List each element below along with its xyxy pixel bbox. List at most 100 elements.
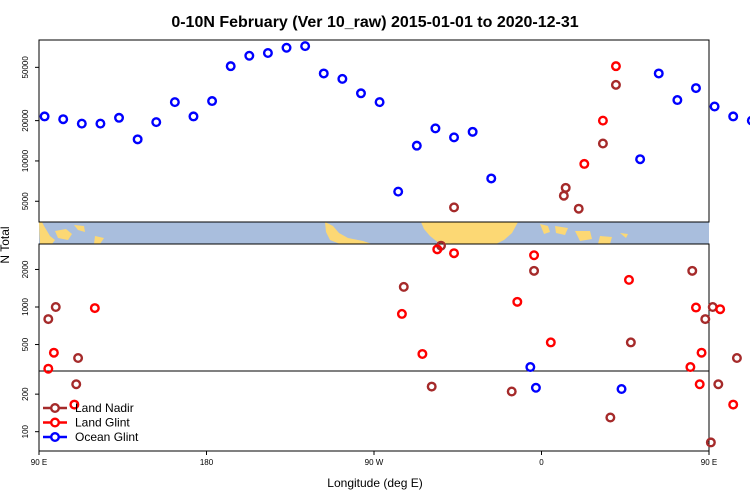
land-glint-point <box>449 248 460 259</box>
land-glint-point <box>432 244 443 255</box>
map-land <box>325 222 372 244</box>
land-glint-point <box>610 61 621 72</box>
land-nadir-point <box>597 138 608 149</box>
land-nadir-point <box>426 381 437 392</box>
map-land <box>620 233 628 238</box>
x-tick-label: 180 <box>200 458 214 467</box>
x-tick-label: 0 <box>539 458 544 467</box>
land-nadir-point <box>73 352 84 363</box>
plot-panels <box>38 39 710 452</box>
land-nadir-point <box>687 265 698 276</box>
map-strip <box>39 222 709 244</box>
land-glint-point <box>396 308 407 319</box>
legend-label-land-nadir: Land Nadir <box>75 401 134 415</box>
land-nadir-point <box>731 352 742 363</box>
ocean-glint-point <box>672 95 683 106</box>
ocean-glint-point <box>411 140 422 151</box>
land-nadir-point <box>506 386 517 397</box>
ocean-glint-point <box>467 126 478 137</box>
map-land <box>74 225 85 232</box>
land-glint-point <box>623 274 634 285</box>
land-glint-point <box>690 302 701 313</box>
land-glint-point <box>69 399 80 410</box>
legend-marker-land-nadir <box>50 403 61 414</box>
land-glint-point <box>597 115 608 126</box>
land-nadir-point <box>610 79 621 90</box>
land-nadir-point <box>449 202 460 213</box>
ocean-glint-point <box>635 154 646 165</box>
x-tick-label: 90 E <box>701 458 717 467</box>
land-nadir-point <box>573 203 584 214</box>
land-nadir-point <box>705 437 716 448</box>
ocean-glint-point <box>337 73 348 84</box>
land-glint-point <box>48 347 59 358</box>
land-glint-point <box>694 379 705 390</box>
y-tick-label: 20000 <box>21 109 30 132</box>
ocean-glint-point <box>728 111 739 122</box>
land-glint-point <box>696 347 707 358</box>
ocean-glint-point <box>151 117 162 128</box>
land-nadir-point <box>560 182 571 193</box>
ocean-glint-point <box>430 123 441 134</box>
ocean-glint-point <box>746 115 750 126</box>
ocean-glint-point <box>690 83 701 94</box>
chart-title: 0-10N February (Ver 10_raw) 2015-01-01 t… <box>171 14 578 31</box>
land-nadir-point <box>71 379 82 390</box>
map-land <box>39 222 55 244</box>
ocean-glint-point <box>525 362 536 373</box>
land-nadir-point <box>700 314 711 325</box>
ocean-glint-point <box>530 382 541 393</box>
ocean-glint-point <box>207 96 218 107</box>
ocean-glint-point <box>169 97 180 108</box>
y-axis-label: N Total <box>0 226 12 263</box>
land-nadir-point <box>605 412 616 423</box>
ocean-glint-point <box>188 111 199 122</box>
ocean-glint-point <box>374 97 385 108</box>
legend-label-ocean-glint: Ocean Glint <box>75 430 139 444</box>
land-nadir-point <box>625 337 636 348</box>
ocean-glint-point <box>709 101 720 112</box>
ocean-glint-point <box>76 118 87 129</box>
land-glint-point <box>89 303 100 314</box>
y-tick-label: 10000 <box>21 149 30 172</box>
y-tick-label: 2000 <box>21 260 30 278</box>
land-nadir-point <box>398 281 409 292</box>
land-nadir-point <box>558 190 569 201</box>
map-land <box>598 236 612 244</box>
y-tick-label: 500 <box>21 337 30 351</box>
legend-label-land-glint: Land Glint <box>75 416 130 430</box>
land-nadir-point <box>713 379 724 390</box>
land-glint-point <box>579 158 590 169</box>
y-tick-label: 1000 <box>21 298 30 316</box>
land-nadir-point <box>529 265 540 276</box>
land-glint-point <box>545 337 556 348</box>
ocean-glint-point <box>355 88 366 99</box>
ocean-glint-point <box>449 132 460 143</box>
land-nadir-point <box>50 301 61 312</box>
ocean-glint-point <box>95 118 106 129</box>
data-points <box>39 41 750 448</box>
ocean-glint-point <box>616 383 627 394</box>
x-axis-ticks: 90 E 180 90 W 0 90 E <box>31 451 717 467</box>
ocean-glint-point <box>39 111 50 122</box>
upper-panel-frame <box>38 39 710 223</box>
land-nadir-point <box>43 314 54 325</box>
x-axis-label: Longitude (deg E) <box>327 476 422 490</box>
ocean-glint-point <box>393 186 404 197</box>
land-glint-point <box>715 304 726 315</box>
y-tick-label: 100 <box>21 424 30 438</box>
map-land <box>55 229 72 240</box>
map-land <box>421 222 518 244</box>
legend-marker-ocean-glint <box>50 432 61 443</box>
ocean-glint-point <box>114 112 125 123</box>
land-glint-point <box>728 399 739 410</box>
x-tick-label: 90 E <box>31 458 47 467</box>
ocean-glint-point <box>281 42 292 53</box>
legend-marker-land-glint <box>50 417 61 428</box>
ocean-glint-point <box>300 41 311 52</box>
ocean-glint-point <box>225 61 236 72</box>
land-glint-point <box>43 363 54 374</box>
map-land <box>555 226 568 235</box>
